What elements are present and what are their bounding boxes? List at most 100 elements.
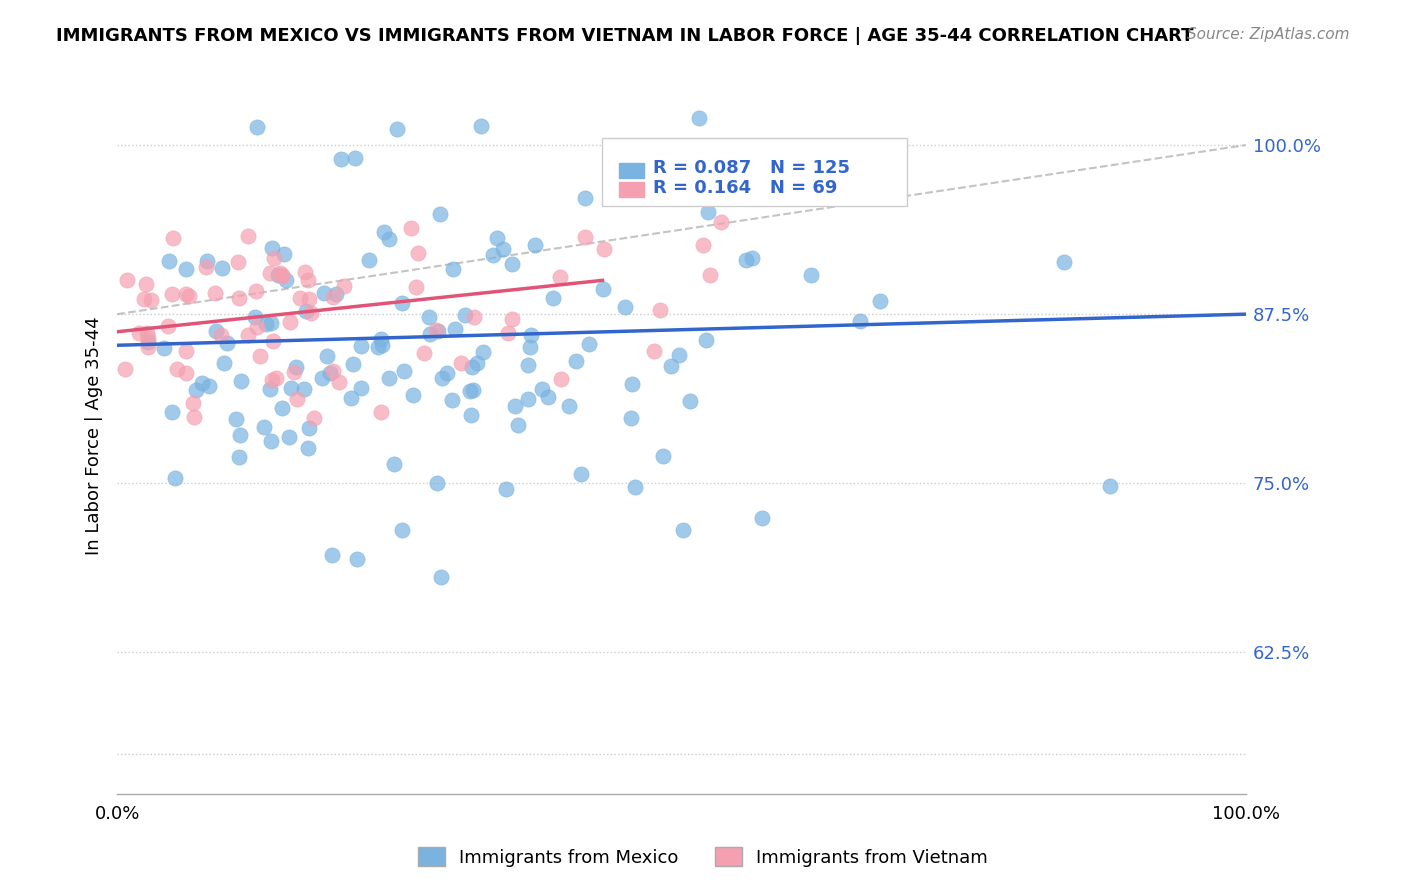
Point	[177, 288, 200, 302]
Point	[302, 410, 325, 425]
Point	[470, 120, 492, 134]
Point	[152, 341, 174, 355]
Point	[322, 290, 344, 304]
Point	[329, 153, 352, 167]
Point	[679, 394, 702, 409]
Point	[340, 391, 363, 405]
Point	[430, 371, 453, 385]
Point	[519, 340, 541, 354]
Point	[262, 241, 284, 255]
Point	[253, 419, 276, 434]
Point	[443, 322, 465, 336]
Point	[344, 151, 367, 165]
Point	[652, 450, 675, 464]
Point	[367, 340, 389, 354]
Point	[346, 551, 368, 566]
Point	[508, 417, 530, 432]
Point	[292, 382, 315, 396]
Point	[373, 225, 395, 239]
Point	[402, 387, 425, 401]
Point	[741, 251, 763, 265]
Point	[613, 300, 636, 314]
Point	[751, 511, 773, 525]
Point	[537, 390, 560, 404]
Point	[264, 371, 287, 385]
Point	[136, 334, 159, 349]
Point	[195, 260, 218, 274]
Point	[391, 296, 413, 310]
Point	[270, 269, 292, 284]
Point	[209, 327, 232, 342]
Point	[183, 410, 205, 425]
Point	[695, 333, 717, 347]
Point	[384, 458, 406, 472]
Point	[249, 350, 271, 364]
Text: R = 0.087   N = 125: R = 0.087 N = 125	[654, 160, 851, 178]
Point	[157, 254, 180, 268]
Point	[350, 339, 373, 353]
Point	[401, 221, 423, 235]
Point	[270, 268, 292, 282]
Point	[160, 287, 183, 301]
Point	[574, 191, 596, 205]
Point	[501, 312, 523, 326]
Point	[501, 257, 523, 271]
Point	[245, 285, 267, 299]
Point	[135, 326, 157, 341]
Point	[342, 357, 364, 371]
Point	[531, 382, 554, 396]
Point	[254, 317, 277, 331]
Point	[135, 277, 157, 292]
Point	[692, 237, 714, 252]
Point	[516, 392, 538, 406]
Point	[418, 310, 440, 325]
Point	[405, 279, 427, 293]
Point	[162, 405, 184, 419]
Point	[472, 344, 495, 359]
Point	[1053, 254, 1076, 268]
Point	[370, 337, 392, 351]
Point	[378, 232, 401, 246]
Point	[285, 392, 308, 406]
Point	[520, 328, 543, 343]
Y-axis label: In Labor Force | Age 35-44: In Labor Force | Age 35-44	[86, 317, 103, 555]
Point	[294, 265, 316, 279]
Point	[138, 340, 160, 354]
Point	[162, 231, 184, 245]
Point	[297, 441, 319, 455]
Point	[321, 549, 343, 563]
Point	[184, 383, 207, 397]
Point	[392, 364, 415, 378]
Point	[709, 215, 731, 229]
Legend: Immigrants from Mexico, Immigrants from Vietnam: Immigrants from Mexico, Immigrants from …	[411, 840, 995, 874]
Point	[688, 111, 710, 125]
Point	[492, 243, 515, 257]
Point	[333, 278, 356, 293]
Point	[319, 366, 342, 380]
Point	[259, 266, 281, 280]
Point	[496, 326, 519, 340]
Point	[450, 356, 472, 370]
Point	[191, 376, 214, 391]
Point	[163, 471, 186, 485]
Point	[259, 382, 281, 396]
Point	[592, 282, 614, 296]
Point	[277, 430, 299, 444]
Text: R = 0.164   N = 69: R = 0.164 N = 69	[654, 179, 838, 197]
Point	[212, 356, 235, 370]
Point	[156, 319, 179, 334]
Point	[441, 262, 464, 277]
Point	[174, 366, 197, 380]
Point	[454, 308, 477, 322]
Point	[259, 434, 281, 449]
Point	[263, 251, 285, 265]
Point	[578, 337, 600, 351]
Point	[482, 248, 505, 262]
Point	[440, 392, 463, 407]
Point	[620, 185, 643, 199]
Point	[136, 330, 159, 344]
Point	[195, 253, 218, 268]
Point	[651, 181, 673, 195]
Point	[295, 304, 318, 318]
Point	[316, 349, 339, 363]
